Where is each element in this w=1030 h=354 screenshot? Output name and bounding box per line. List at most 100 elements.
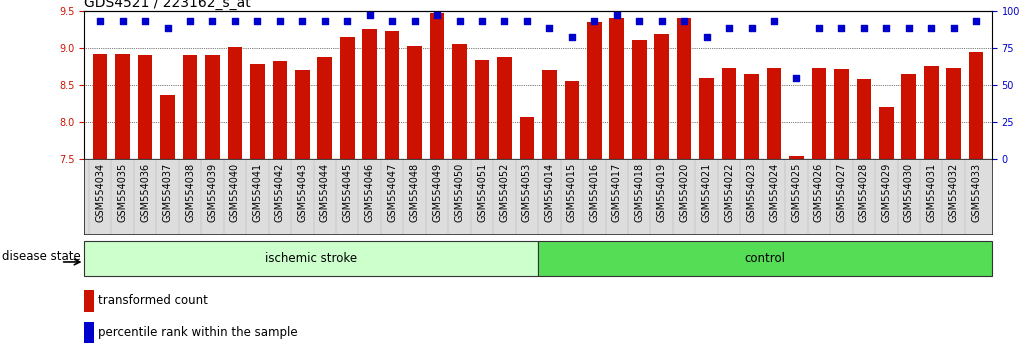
Text: GSM554049: GSM554049: [433, 163, 442, 222]
Point: [407, 18, 423, 24]
Point: [92, 18, 108, 24]
Point: [923, 25, 939, 31]
Bar: [182, 55, 198, 159]
Text: GSM554020: GSM554020: [679, 163, 689, 222]
Text: GSM554028: GSM554028: [859, 163, 869, 222]
Point: [586, 18, 603, 24]
Point: [833, 25, 850, 31]
Point: [609, 12, 625, 18]
Point: [541, 25, 557, 31]
Bar: [879, 107, 894, 159]
Point: [227, 18, 243, 24]
Text: GSM554051: GSM554051: [477, 163, 487, 222]
Text: GSM554021: GSM554021: [701, 163, 712, 222]
Point: [272, 18, 288, 24]
Text: GSM554048: GSM554048: [410, 163, 419, 222]
Bar: [385, 32, 400, 159]
Text: GSM554038: GSM554038: [185, 163, 195, 222]
Text: GSM554022: GSM554022: [724, 163, 734, 222]
Point: [900, 25, 917, 31]
Text: GSM554017: GSM554017: [612, 163, 622, 222]
Bar: [475, 61, 489, 159]
Bar: [205, 55, 219, 159]
Text: GSM554025: GSM554025: [791, 163, 801, 222]
Point: [788, 75, 804, 80]
Point: [362, 12, 378, 18]
Bar: [228, 47, 242, 159]
Bar: [520, 117, 535, 159]
Text: GSM554032: GSM554032: [949, 163, 959, 222]
Bar: [340, 36, 354, 159]
Text: GSM554034: GSM554034: [95, 163, 105, 222]
Text: GSM554024: GSM554024: [769, 163, 779, 222]
Bar: [317, 57, 332, 159]
Bar: [834, 69, 849, 159]
Text: GSM554031: GSM554031: [926, 163, 936, 222]
Text: GSM554027: GSM554027: [836, 163, 847, 222]
Bar: [766, 68, 782, 159]
Text: control: control: [745, 252, 786, 265]
FancyBboxPatch shape: [84, 241, 538, 276]
FancyBboxPatch shape: [538, 241, 992, 276]
Point: [428, 12, 445, 18]
Point: [160, 25, 176, 31]
Bar: [901, 74, 916, 159]
Bar: [407, 46, 422, 159]
Bar: [295, 70, 310, 159]
Bar: [677, 18, 691, 159]
Point: [968, 18, 985, 24]
Point: [384, 18, 401, 24]
Bar: [273, 61, 287, 159]
Point: [295, 18, 311, 24]
Bar: [430, 13, 444, 159]
Bar: [84, 290, 95, 312]
Point: [519, 18, 536, 24]
Bar: [699, 78, 714, 159]
Bar: [84, 322, 95, 343]
Text: GSM554043: GSM554043: [298, 163, 307, 222]
Text: ischemic stroke: ischemic stroke: [266, 252, 357, 265]
Text: GDS4521 / 223162_s_at: GDS4521 / 223162_s_at: [84, 0, 251, 10]
Point: [946, 25, 962, 31]
Text: transformed count: transformed count: [98, 295, 208, 307]
Bar: [138, 55, 152, 159]
Text: GSM554014: GSM554014: [545, 163, 554, 222]
Point: [765, 18, 782, 24]
Point: [114, 18, 131, 24]
Point: [204, 18, 220, 24]
Bar: [969, 51, 984, 159]
Bar: [745, 74, 759, 159]
Bar: [654, 34, 670, 159]
Point: [496, 18, 513, 24]
Point: [698, 35, 715, 40]
Text: GSM554040: GSM554040: [230, 163, 240, 222]
Point: [856, 25, 872, 31]
Point: [744, 25, 760, 31]
Text: GSM554037: GSM554037: [163, 163, 173, 222]
Text: GSM554018: GSM554018: [634, 163, 644, 222]
Text: GSM554036: GSM554036: [140, 163, 150, 222]
Bar: [587, 22, 602, 159]
Point: [181, 18, 198, 24]
Point: [653, 18, 670, 24]
Text: GSM554029: GSM554029: [882, 163, 891, 222]
Bar: [857, 79, 871, 159]
Text: GSM554050: GSM554050: [454, 163, 465, 222]
Point: [563, 35, 580, 40]
Text: GSM554044: GSM554044: [319, 163, 330, 222]
Text: GSM554015: GSM554015: [566, 163, 577, 222]
Bar: [363, 29, 377, 159]
Text: GSM554052: GSM554052: [500, 163, 510, 222]
Text: GSM554045: GSM554045: [342, 163, 352, 222]
Text: GSM554041: GSM554041: [252, 163, 263, 222]
Point: [879, 25, 895, 31]
Text: GSM554046: GSM554046: [365, 163, 375, 222]
Bar: [497, 57, 512, 159]
Bar: [722, 68, 736, 159]
Point: [316, 18, 333, 24]
Bar: [115, 54, 130, 159]
Text: GSM554033: GSM554033: [971, 163, 982, 222]
Text: GSM554039: GSM554039: [207, 163, 217, 222]
Point: [474, 18, 490, 24]
Bar: [250, 64, 265, 159]
